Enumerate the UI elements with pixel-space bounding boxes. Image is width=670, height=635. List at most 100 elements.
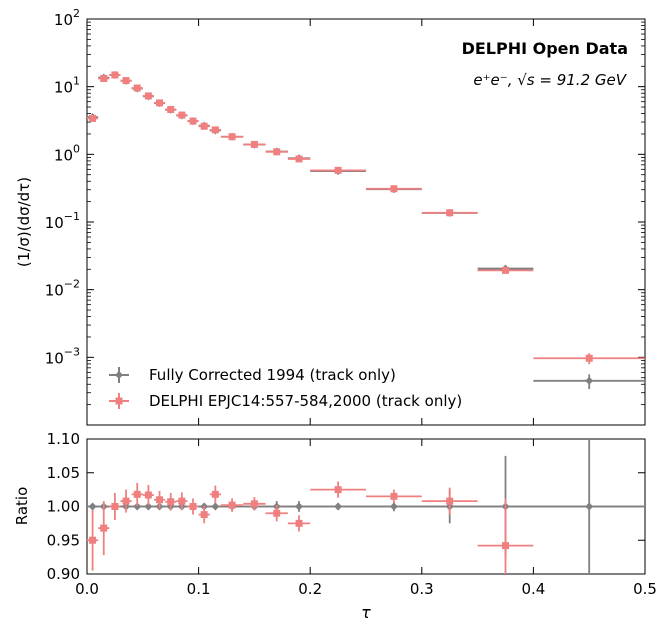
legend-item-fully-corrected: Fully Corrected 1994 (track only) [109,366,396,384]
main-y-tick-label: 10−2 [45,278,80,300]
ratio-y-tick-label: 0.90 [47,565,80,583]
ratio-x-tick-label: 0.5 [633,580,657,598]
ratio-point [209,485,221,504]
main-marker-square [178,111,186,119]
main-y-tick-label: 101 [54,75,80,97]
main-y-tick-base: 10 [54,146,73,164]
legend-label-delphi-epjc: DELPHI EPJC14:557-584,2000 (track only) [149,392,462,410]
ratio-marker-diamond [211,502,220,511]
ratio-marker-square [586,601,593,608]
ratio-marker-square [334,486,342,494]
main-point [153,99,166,107]
main-point [366,185,422,193]
ratio-point [366,501,422,512]
ratio-marker-square [178,497,186,505]
ratio-marker-square [250,500,258,508]
main-marker-square [100,75,108,83]
main-marker-square [446,209,454,217]
main-y-tick-exponent: 1 [73,75,80,88]
ratio-marker-square [295,519,303,527]
main-y-tick-exponent: 0 [73,142,80,155]
ratio-marker-square [89,536,97,544]
main-point [209,126,221,134]
ratio-marker-square [167,498,175,506]
ratio-point [187,498,199,515]
ratio-point [533,601,645,608]
main-y-tick-base: 10 [54,11,73,29]
ratio-point [209,502,221,511]
ratio-point [533,439,645,574]
ratio-y-tick-label: 1.00 [47,498,80,516]
main-marker-square [502,266,509,274]
main-marker-square [200,122,208,130]
main-marker-square [122,77,130,85]
ratio-marker-diamond [295,502,304,511]
ratio-marker-square [446,497,454,505]
ratio-marker-square [273,509,281,517]
main-point [220,133,244,141]
ratio-point [87,502,99,511]
main-marker-square [189,117,197,125]
main-marker-square [111,71,119,79]
ratio-point [366,489,422,504]
ratio-point [98,501,110,556]
main-marker-square [133,84,141,92]
main-y-tick-base: 10 [45,214,64,232]
ratio-series-delphi-epjc [87,481,645,608]
ratio-y-tick-label: 1.05 [47,464,80,482]
ratio-marker-square [133,490,141,498]
main-marker-square [273,148,281,156]
main-marker-square [295,155,303,163]
ratio-point [243,497,266,511]
ratio-marker-diamond [144,502,153,511]
main-y-tick-exponent: −2 [64,278,80,291]
main-marker-square [167,105,175,113]
ratio-marker-square [228,501,236,509]
main-marker-diamond [585,376,594,385]
main-marker-square [228,133,236,141]
ratio-point [176,492,188,510]
ratio-x-tick-label: 0.2 [298,580,322,598]
main-point [198,122,210,130]
main-y-tick-label: 10−1 [45,210,80,232]
ratio-point [165,493,177,511]
main-series-group [87,70,645,390]
ratio-marker-diamond [334,502,343,511]
ratio-marker-square [211,490,219,498]
main-point [165,105,177,113]
main-point [421,209,478,217]
main-y-minor-ticks [87,21,645,406]
ratio-x-tick-label: 0.3 [410,580,434,598]
main-point [109,71,121,79]
ratio-point [131,482,143,506]
main-y-tick-exponent: −1 [64,210,80,223]
ratio-x-tick-label: 0.1 [187,580,211,598]
ratio-marker-square [502,542,509,550]
ratio-y-tick-label: 1.10 [47,430,80,448]
ratio-point [220,498,244,512]
main-y-tick-label: 102 [54,7,80,29]
ratio-x-ticks: 0.0 0.1 0.2 0.3 0.4 0.5 [75,439,657,598]
main-point [533,374,645,390]
ratio-marker-square [390,492,398,500]
main-y-axis-label: (1/σ)(dσ/dτ) [15,177,33,267]
ratio-point [477,498,534,574]
main-point [477,266,534,274]
ratio-point [287,515,311,532]
main-y-tick-base: 10 [54,79,73,97]
main-marker-square [144,92,152,100]
ratio-point [142,484,154,506]
main-marker-square [250,140,258,148]
ratio-point [310,502,366,511]
main-point [120,77,132,85]
main-point [176,111,188,119]
main-point [265,148,288,156]
ratio-point [198,505,210,524]
annotation-subtitle: e⁺e⁻, √s = 91.2 GeV [473,71,627,89]
ratio-point [131,502,143,511]
main-point [187,117,199,125]
main-point [287,155,311,163]
main-y-tick-exponent: −3 [64,345,80,358]
